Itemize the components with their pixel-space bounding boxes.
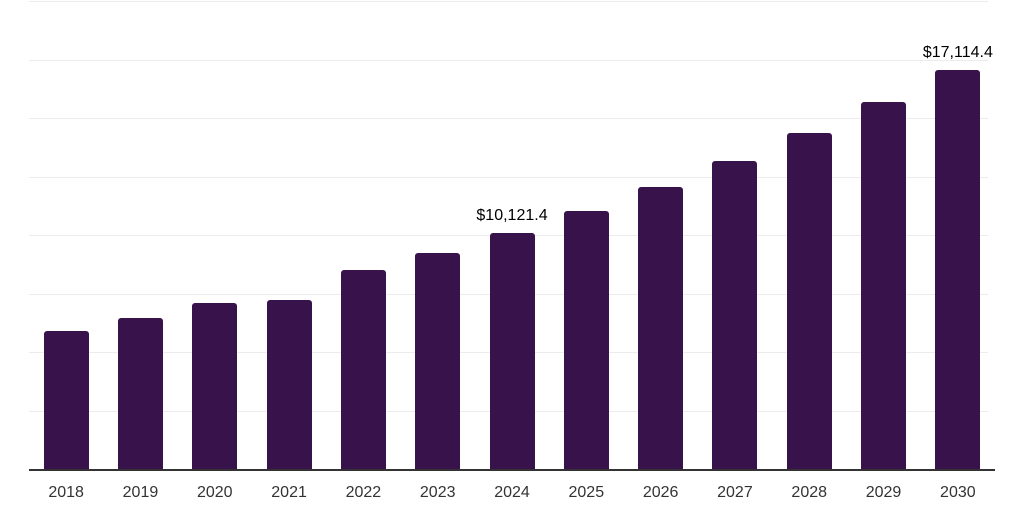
- bar-2020: [192, 303, 238, 470]
- x-tick-2026: 2026: [642, 484, 679, 501]
- x-axis-line: [29, 469, 995, 471]
- x-tick-2024: 2024: [494, 484, 530, 501]
- x-tick-2027: 2027: [717, 484, 753, 501]
- bar-2028: [786, 133, 832, 470]
- x-tick-2020: 2020: [196, 484, 233, 501]
- bar-2021: [266, 299, 312, 470]
- bar-2023: [415, 253, 461, 470]
- data-label-2024: $10,121.4: [476, 207, 548, 225]
- x-tick-2025: 2025: [568, 484, 605, 501]
- bar-2029: [861, 101, 907, 470]
- gridline-17500: [29, 59, 988, 61]
- plot-area: $10,121.4 $17,114.4: [29, 0, 995, 471]
- bar-2027: [712, 161, 758, 470]
- gridline-20000: [29, 1, 988, 2]
- data-label-2030: $17,114.4: [922, 43, 993, 61]
- x-tick-2019: 2019: [122, 484, 159, 501]
- x-tick-2022: 2022: [345, 484, 382, 501]
- x-tick-2028: 2028: [791, 484, 828, 501]
- bar-2025: [563, 210, 609, 470]
- x-tick-2023: 2023: [419, 484, 456, 501]
- x-tick-2030: 2030: [940, 484, 976, 501]
- bar-2022: [340, 269, 386, 470]
- bar-2019: [117, 318, 163, 470]
- gridline-15000: [29, 118, 988, 119]
- x-tick-2018: 2018: [48, 484, 84, 501]
- x-axis-tick-labels: 2018 2019 2020 2021 2022 2023 2024 2025 2026 2027…: [29, 484, 995, 504]
- bar-2018: [43, 331, 89, 470]
- x-tick-2029: 2029: [865, 484, 902, 501]
- bar-2030: [935, 69, 981, 470]
- bar-2024: [489, 233, 535, 470]
- gridline-12500: [29, 176, 988, 178]
- bar-2026: [638, 187, 684, 470]
- x-tick-2021: 2021: [271, 484, 307, 501]
